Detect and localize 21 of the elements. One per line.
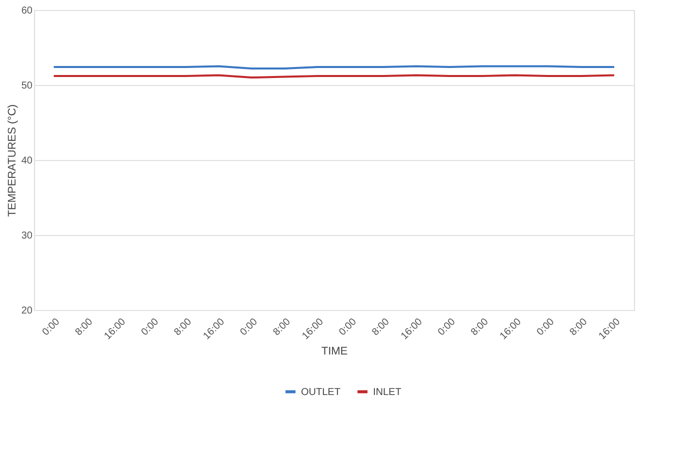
y-tick-label: 30 [21,230,33,242]
legend-label: OUTLET [301,386,340,398]
x-tick-label: 0:00 [139,316,162,338]
y-axis-title: TEMPERATURES (°C) [6,104,18,217]
x-tick-label: 0:00 [337,316,360,338]
x-tick-label: 0:00 [238,316,260,338]
legend-label: INLET [373,386,402,398]
x-tick-label: 8:00 [469,316,491,338]
x-tick-label: 8:00 [568,316,590,338]
x-tick-label: 8:00 [370,316,392,338]
y-tick-label: 50 [21,80,33,92]
x-tick-label: 8:00 [73,316,96,338]
x-tick-label: 0:00 [535,316,557,338]
x-axis-title: TIME [321,345,348,358]
x-tick-label: 8:00 [271,316,294,338]
y-tick-label: 20 [21,306,33,316]
x-tick-label: 8:00 [172,316,194,338]
x-tick-label: 0:00 [40,316,62,338]
y-tick-label: 40 [21,156,33,166]
x-tick-label: 0:00 [436,316,458,338]
y-tick-label: 60 [21,6,33,16]
